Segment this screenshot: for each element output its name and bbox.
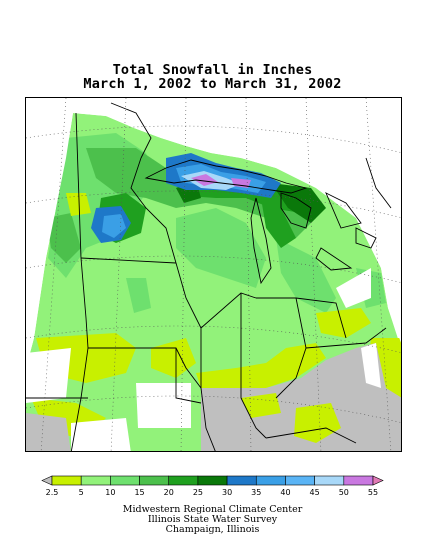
legend-swatch bbox=[255, 475, 286, 486]
legend-swatch bbox=[343, 475, 374, 486]
great-lakes-outline bbox=[110, 102, 392, 285]
legend-tick-label: 45 bbox=[310, 488, 320, 497]
snow-zone-5in-south bbox=[241, 393, 341, 443]
snowfall-map bbox=[25, 97, 402, 452]
legend-tick-label: 5 bbox=[79, 488, 84, 497]
legend-tick-label: 10 bbox=[105, 488, 115, 497]
legend-tick-label: 15 bbox=[134, 488, 144, 497]
legend-swatch bbox=[110, 475, 140, 486]
legend-tick-label: 50 bbox=[339, 488, 349, 497]
legend-tick-label: 40 bbox=[280, 488, 290, 497]
credit-organization: Midwestern Regional Climate Center bbox=[122, 504, 303, 515]
no-data-area bbox=[26, 268, 381, 451]
color-legend: 2.5 5 10 15 20 25 30 35 40 45 50 55 bbox=[0, 470, 425, 500]
legend-swatch bbox=[314, 475, 345, 486]
legend-swatch bbox=[168, 475, 199, 486]
legend-tick-label: 20 bbox=[164, 488, 174, 497]
legend-swatch bbox=[51, 475, 82, 486]
legend-swatch bbox=[41, 475, 53, 486]
legend-swatch bbox=[226, 475, 257, 486]
state-boundaries bbox=[26, 112, 387, 451]
legend-tick-label: 25 bbox=[193, 488, 203, 497]
legend-tick-label: 55 bbox=[368, 488, 378, 497]
legend-swatch bbox=[285, 475, 315, 486]
legend-tick-label: 35 bbox=[251, 488, 261, 497]
legend-tick-label: 30 bbox=[222, 488, 232, 497]
legend-tick-label: 2.5 bbox=[46, 488, 59, 497]
map-outer-mask bbox=[26, 98, 401, 368]
snow-zone-2in bbox=[26, 343, 401, 451]
credit-location: Champaign, Illinois bbox=[165, 524, 260, 535]
legend-swatch bbox=[80, 475, 111, 486]
credit-agency: Illinois State Water Survey bbox=[147, 514, 278, 525]
legend-swatch bbox=[139, 475, 170, 486]
legend-swatch bbox=[372, 475, 384, 486]
map-title: Total Snowfall in Inches bbox=[112, 62, 313, 78]
legend-swatch bbox=[197, 475, 228, 486]
map-date-range: March 1, 2002 to March 31, 2002 bbox=[83, 76, 342, 92]
snow-zone-50in bbox=[191, 174, 251, 188]
graticule bbox=[26, 98, 401, 451]
